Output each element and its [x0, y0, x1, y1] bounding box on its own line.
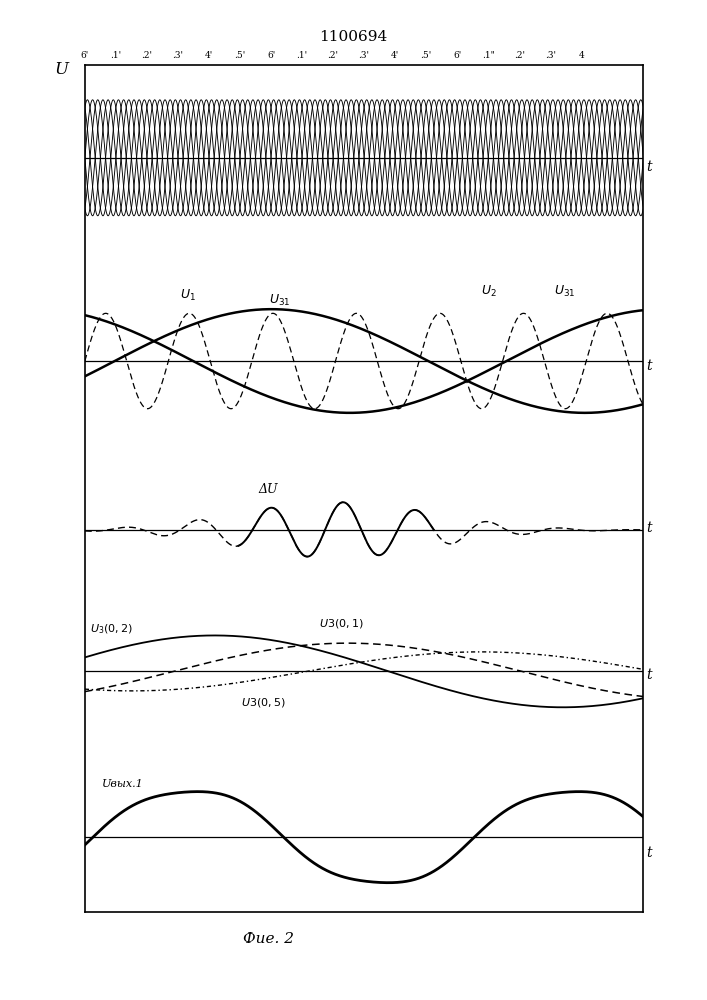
- Text: $U_3(0,2)$: $U_3(0,2)$: [90, 622, 134, 636]
- Text: t: t: [646, 160, 652, 174]
- Text: t: t: [646, 846, 652, 860]
- Text: t: t: [646, 668, 652, 682]
- Text: Фие. 2: Фие. 2: [243, 932, 294, 946]
- Text: ΔU: ΔU: [258, 483, 277, 496]
- Text: 1100694: 1100694: [320, 30, 387, 44]
- Text: U: U: [54, 61, 68, 78]
- Text: $U3(0,1)$: $U3(0,1)$: [320, 617, 364, 630]
- Text: Uвых.1: Uвых.1: [102, 779, 144, 789]
- Text: $U_{31}$: $U_{31}$: [554, 284, 575, 299]
- Text: t: t: [646, 359, 652, 373]
- Text: $U_{31}$: $U_{31}$: [269, 293, 291, 308]
- Text: $U_1$: $U_1$: [180, 287, 196, 303]
- Text: t: t: [646, 521, 652, 535]
- Text: $U3 (0,5)$: $U3 (0,5)$: [241, 696, 286, 709]
- Text: $U_2$: $U_2$: [481, 284, 497, 299]
